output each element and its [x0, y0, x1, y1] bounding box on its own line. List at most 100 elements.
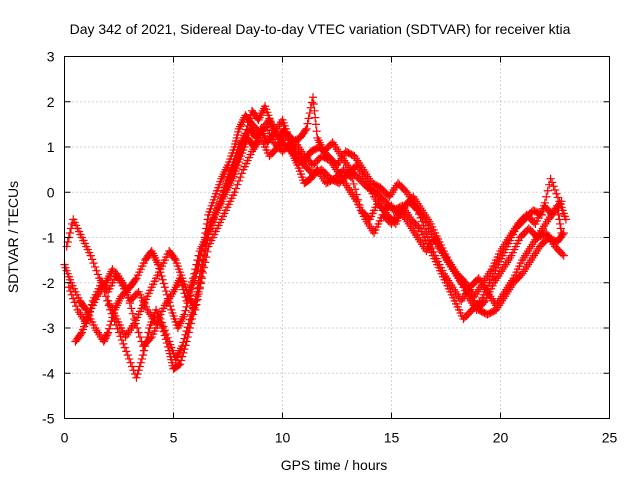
data-point [183, 289, 192, 298]
y-tick-label: 3 [47, 49, 55, 65]
data-point [145, 323, 154, 333]
data-point [243, 121, 252, 130]
x-tick-label: 0 [61, 430, 69, 446]
data-point [231, 151, 240, 161]
data-point [117, 335, 127, 345]
data-point [427, 248, 436, 257]
data-point [73, 224, 82, 233]
data-point [199, 263, 209, 272]
data-point [301, 126, 310, 135]
data-point [470, 296, 479, 305]
data-point [217, 194, 226, 203]
data-point [206, 221, 215, 230]
data-point [211, 189, 221, 198]
data-point [114, 317, 123, 327]
data-point [179, 348, 188, 357]
data-point [64, 272, 73, 281]
data-point [65, 228, 75, 238]
data-point [207, 201, 216, 210]
data-point [88, 317, 97, 327]
data-point [550, 185, 560, 195]
x-tick-label: 10 [275, 430, 291, 446]
data-point [226, 197, 235, 206]
data-point [84, 310, 93, 319]
data-point [278, 115, 287, 124]
data-point [150, 326, 159, 336]
data-point [162, 253, 171, 262]
data-point [196, 279, 205, 288]
data-point [166, 302, 175, 311]
data-point [167, 355, 176, 364]
data-point [105, 284, 114, 293]
data-point [213, 224, 222, 233]
data-point [348, 174, 357, 183]
data-point [515, 262, 524, 271]
data-point [165, 349, 174, 358]
data-point [147, 283, 156, 292]
data-point [210, 192, 220, 201]
data-point [374, 219, 383, 229]
data-point [109, 308, 119, 318]
data-point [104, 296, 113, 305]
data-point [69, 294, 78, 303]
data-point [130, 319, 139, 328]
data-point [428, 222, 437, 232]
data-point [223, 203, 232, 212]
data-point [191, 305, 200, 314]
data-point [263, 126, 273, 135]
data-point [76, 230, 85, 239]
data-point [203, 230, 212, 239]
data-point [134, 328, 143, 337]
data-point [154, 313, 164, 322]
data-point [64, 283, 73, 292]
data-point [156, 310, 165, 319]
data-point [265, 114, 274, 123]
data-point [431, 233, 440, 242]
data-point [143, 292, 152, 301]
data-point [153, 308, 162, 318]
y-tick-label: -5 [42, 411, 55, 427]
data-point [489, 262, 498, 271]
y-tick-label: 2 [47, 94, 55, 110]
data-point [194, 289, 203, 299]
data-point [186, 319, 196, 328]
data-point [187, 314, 197, 324]
data-point [481, 287, 490, 296]
y-tick-label: 0 [47, 184, 55, 200]
data-point [232, 148, 241, 158]
data-point [220, 182, 229, 192]
data-point [258, 136, 267, 146]
data-point [207, 236, 216, 245]
data-point [476, 296, 485, 305]
data-point [118, 281, 127, 290]
data-point [90, 298, 99, 307]
data-point [154, 268, 164, 277]
data-point [202, 233, 211, 242]
data-point [454, 305, 464, 314]
data-point [359, 212, 368, 221]
data-point [367, 212, 376, 221]
data-point [78, 325, 88, 334]
data-point [237, 169, 246, 178]
data-point [427, 230, 436, 239]
series-sat-track-5 [104, 129, 568, 342]
data-point [260, 120, 270, 129]
data-point [131, 316, 140, 325]
data-point [559, 209, 568, 218]
data-point [450, 296, 459, 305]
data-point [534, 213, 543, 222]
data-point [560, 212, 569, 221]
data-point [157, 262, 166, 271]
data-point [217, 215, 226, 224]
data-point [372, 222, 382, 232]
data-point [122, 290, 132, 299]
data-point [122, 347, 131, 356]
data-point [266, 117, 275, 126]
data-point [490, 259, 499, 268]
y-tick-label: -3 [42, 320, 55, 336]
tick-marks [64, 56, 610, 419]
data-point [236, 173, 245, 182]
data-point [295, 167, 305, 176]
data-point [140, 298, 149, 307]
data-point [185, 323, 194, 333]
